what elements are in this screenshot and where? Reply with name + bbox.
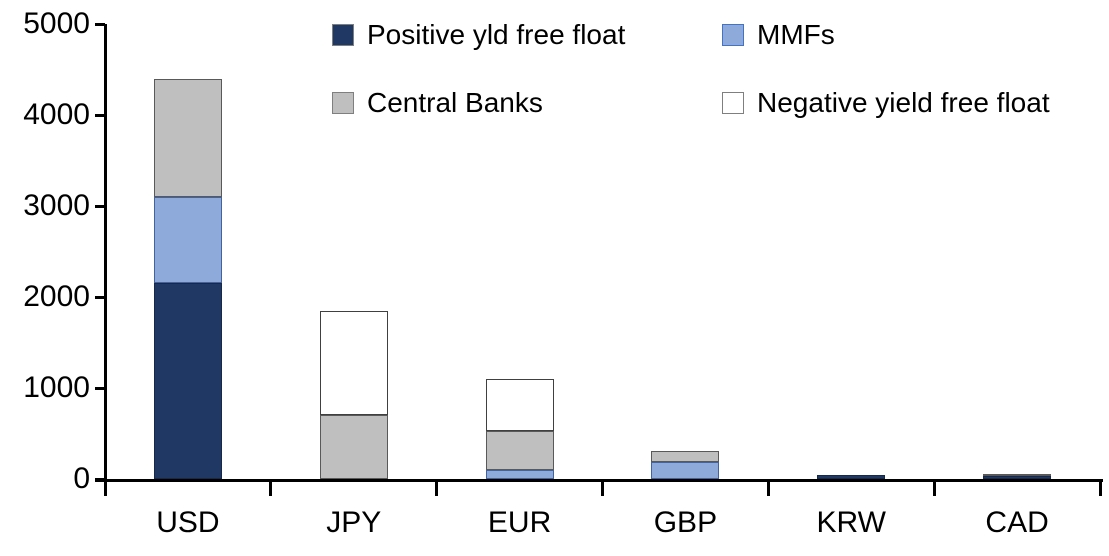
y-axis-tick-label: 0 [73,462,90,495]
x-axis-line [95,479,1103,482]
bar-cad-segment-central-banks [983,473,1052,477]
bar-cad-segment-positive-yld-free-float [983,476,1052,479]
bar-usd-segment-central-banks [153,78,222,197]
bar-gbp [651,450,720,479]
bar-usd-segment-mmfs [153,196,222,284]
bar-jpy-segment-central-banks [319,415,388,479]
legend-label: Negative yield free float [757,87,1050,118]
y-axis-tick [95,113,105,117]
x-axis-tick [932,479,936,496]
legend-item-mmfs: MMFs [722,20,835,50]
x-axis-tick [103,479,107,496]
bar-eur-segment-central-banks [485,430,554,470]
legend-swatch-mmfs [722,24,744,46]
bar-usd-segment-positive-yld-free-float [153,283,222,479]
bar-krw-segment-positive-yld-free-float [817,475,886,479]
bar-jpy-segment-negative-yield-free-float [319,310,388,416]
y-axis-tick [95,204,105,208]
bar-gbp-segment-central-banks [651,450,720,462]
legend-swatch-negative-yield-free-float [722,92,744,114]
x-axis-label-gbp: GBP [653,506,718,539]
bar-usd [153,78,222,479]
y-axis-tick-label: 1000 [23,371,90,404]
y-axis-line [104,24,107,482]
x-axis-label-cad: CAD [985,506,1049,539]
x-axis-label-eur: EUR [487,506,552,539]
y-axis-tick-label: 5000 [23,7,90,40]
bar-eur-segment-mmfs [485,469,554,479]
legend-label: Positive yld free float [367,19,626,50]
y-axis-tick-label: 4000 [23,98,90,131]
legend-label: Central Banks [367,87,543,118]
y-axis-tick [95,386,105,390]
x-axis-tick [269,479,273,496]
y-axis-tick [95,22,105,26]
x-axis-label-jpy: JPY [326,506,382,539]
legend-item-central-banks: Central Banks [332,88,543,118]
y-axis-tick [95,477,105,481]
x-axis-tick [766,479,770,496]
legend-item-positive-yld-free-float: Positive yld free float [332,20,625,50]
x-axis-label-usd: USD [156,506,220,539]
bar-cad [983,473,1052,479]
bar-jpy [319,310,388,479]
legend-item-negative-yield-free-float: Negative yield free float [722,88,1050,118]
bar-eur [485,378,554,479]
legend-swatch-positive-yld-free-float [332,24,354,46]
x-axis-tick [1098,479,1102,496]
legend-swatch-central-banks [332,92,354,114]
y-axis-tick-label: 3000 [23,189,90,222]
x-axis-tick [601,479,604,496]
bar-krw [817,475,886,479]
bar-eur-segment-negative-yield-free-float [485,378,554,431]
y-axis-tick-label: 2000 [23,280,90,313]
y-axis-tick [95,295,105,299]
x-axis-label-krw: KRW [816,506,886,539]
x-axis-tick [435,479,439,496]
legend-label: MMFs [757,19,835,50]
bar-gbp-segment-mmfs [651,461,720,479]
